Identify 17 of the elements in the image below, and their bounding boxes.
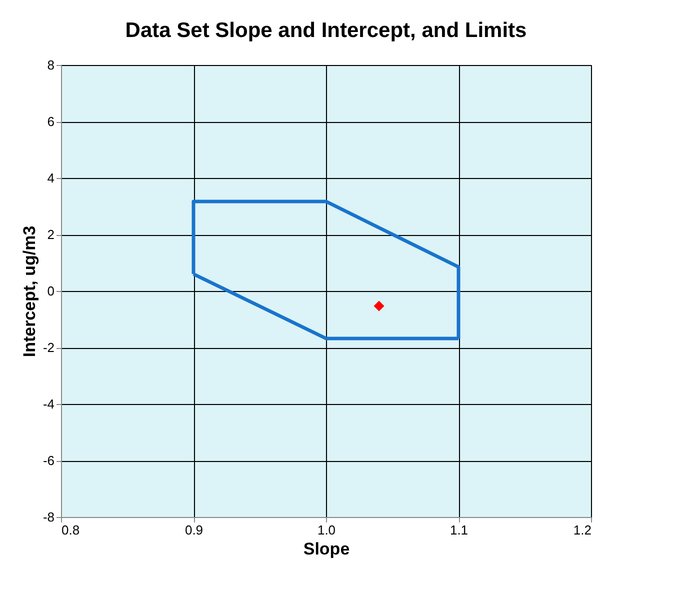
chart-title: Data Set Slope and Intercept, and Limits (125, 19, 527, 42)
x-tick-label: 1.0 (317, 522, 336, 538)
x-tick-label: 0.9 (184, 522, 204, 538)
y-tick-label: -2 (42, 340, 54, 355)
y-tick-label: 4 (47, 170, 54, 186)
x-axis-title: Slope (303, 540, 350, 558)
y-axis-title: Intercept, ug/m3 (20, 226, 39, 358)
y-tick-label: 6 (47, 114, 54, 129)
y-tick-label: -4 (42, 396, 54, 412)
x-tick-label: 1.2 (573, 522, 592, 538)
y-tick-label: -6 (42, 453, 54, 468)
y-tick-label: 8 (47, 58, 54, 72)
y-tick-label: -8 (42, 510, 54, 524)
x-tick-label: 0.8 (62, 522, 80, 538)
x-tick-label: 1.1 (450, 522, 468, 538)
y-tick-label: 0 (47, 284, 54, 298)
y-tick-label: 2 (47, 227, 54, 242)
